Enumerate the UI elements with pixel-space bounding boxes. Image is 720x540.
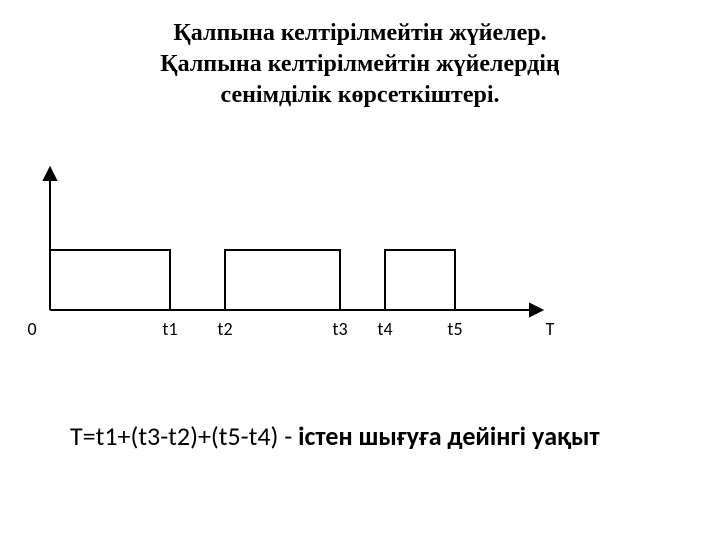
title-line-1: Қалпына келтірілмейтін жүйелер. — [40, 18, 680, 49]
svg-text:t2: t2 — [217, 318, 232, 340]
chart-svg: t1 t2 t3 t4 t5 0 T — [10, 150, 570, 390]
formula-equation: T=t1+(t3-t2)+(t5-t4) - — [70, 420, 298, 452]
formula-description: істен шығуға дейінгі уақыт — [298, 420, 600, 452]
svg-text:t3: t3 — [332, 318, 347, 340]
svg-text:t5: t5 — [447, 318, 462, 340]
svg-text:t4: t4 — [377, 318, 392, 340]
formula-text: T=t1+(t3-t2)+(t5-t4) - істен шығуға дейі… — [70, 420, 670, 454]
title-line-2: Қалпына келтірілмейтін жүйелердің — [40, 49, 680, 80]
page-title: Қалпына келтірілмейтін жүйелер. Қалпына … — [0, 0, 720, 112]
pulse-chart: t1 t2 t3 t4 t5 0 T — [10, 150, 570, 390]
title-line-3: сенімділік көрсеткіштері. — [40, 80, 680, 111]
formula-block: T=t1+(t3-t2)+(t5-t4) - істен шығуға дейі… — [70, 420, 670, 454]
svg-text:t1: t1 — [162, 318, 177, 340]
svg-text:0: 0 — [27, 318, 36, 340]
svg-text:T: T — [546, 318, 555, 340]
